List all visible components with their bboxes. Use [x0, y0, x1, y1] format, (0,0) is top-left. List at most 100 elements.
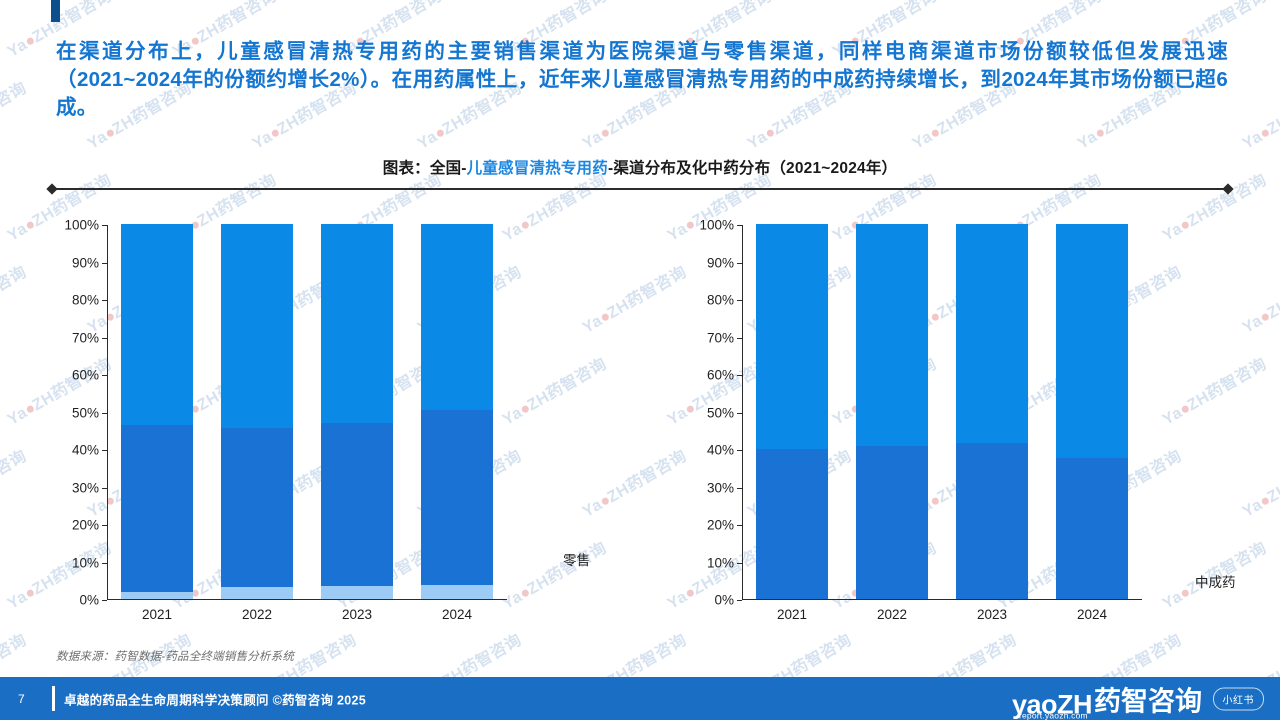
y-axis-tick-label: 20%	[706, 517, 734, 533]
y-axis-tick-label: 90%	[706, 255, 734, 270]
y-axis-tick	[737, 412, 742, 414]
stacked-bar	[221, 223, 293, 599]
y-axis-tick-label: 50%	[71, 405, 99, 420]
y-axis-tick	[737, 337, 742, 339]
chart-title-highlight: 儿童感冒清热专用药	[466, 160, 608, 177]
bar-segment-零售	[421, 223, 493, 411]
bar-segment-医院	[121, 424, 193, 593]
page-number: 7	[18, 691, 25, 706]
x-axis-tick-label: 2021	[141, 607, 173, 622]
brand-logo: yaoZH report.yaozh.com 药智咨询	[1011, 679, 1202, 720]
y-axis-tick-label: 50%	[706, 405, 734, 420]
plot-area-left: 0% 10% 20% 30% 40% 50% 60% 70% 80% 90% 100% 2021 202…	[64, 218, 507, 622]
x-axis-tick-label: 2022	[241, 607, 273, 622]
stacked-bar	[421, 223, 493, 599]
footer-bar: 7 卓越的药品全生命周期科学决策顾问 ©药智咨询 2025 yaoZH repo…	[0, 677, 1280, 720]
bar-segment-中成药	[956, 223, 1028, 444]
y-axis-tick	[102, 525, 107, 527]
y-axis-tick-label: 0%	[714, 592, 734, 608]
stacked-bar	[756, 223, 828, 599]
y-axis-tick	[737, 525, 742, 527]
y-axis-tick	[737, 562, 742, 564]
y-axis-tick	[102, 262, 107, 264]
watermark-text: YaZH药智咨询	[0, 447, 30, 507]
x-axis-tick-label: 2023	[976, 607, 1008, 622]
bar-segment-医院	[221, 427, 293, 588]
series-label-tcm: 中成药	[1195, 575, 1236, 590]
chart-channel-distribution: 0% 10% 20% 30% 40% 50% 60% 70% 80% 90% 100% 2021 202…	[55, 218, 615, 640]
watermark-text: YaZH药智咨询	[0, 79, 30, 139]
x-axis-tick-label: 2022	[876, 607, 908, 622]
bar-segment-化学药	[756, 449, 828, 599]
y-axis-tick-label: 100%	[699, 217, 734, 233]
divider-line	[52, 188, 1228, 190]
y-axis-tick	[102, 337, 107, 339]
y-axis-tick	[102, 300, 107, 302]
bar-segment-电商	[221, 587, 293, 599]
y-axis-tick	[737, 300, 742, 302]
y-axis-tick	[102, 600, 107, 602]
footer-divider	[52, 686, 55, 711]
y-axis-tick	[737, 375, 742, 377]
bar-segment-电商	[421, 585, 493, 599]
bar-segment-医院	[421, 410, 493, 586]
y-axis-tick	[737, 262, 742, 264]
platform-badge: 小红书	[1212, 687, 1264, 710]
y-axis-tick-label: 40%	[71, 442, 99, 458]
bar-segment-零售	[121, 223, 193, 425]
bar-segment-零售	[321, 223, 393, 424]
bar-segment-化学药	[956, 443, 1028, 599]
divider-dot-right	[1222, 183, 1234, 195]
watermark-text: YaZH药智咨询	[0, 263, 30, 323]
y-axis-tick-label: 30%	[71, 480, 99, 495]
y-axis-tick	[737, 487, 742, 489]
chart-drug-type-distribution: 0% 10% 20% 30% 40% 50% 60% 70% 80% 90% 100% 2021 202…	[690, 218, 1250, 640]
bar-segment-化学药	[1056, 457, 1128, 599]
y-axis-tick	[102, 562, 107, 564]
y-axis-tick-label: 60%	[706, 367, 734, 383]
bar-segment-零售	[221, 223, 293, 428]
y-axis-tick-label: 30%	[706, 480, 734, 495]
bar-segment-中成药	[1056, 223, 1128, 458]
bar-segment-电商	[321, 586, 393, 599]
bar-segment-中成药	[756, 223, 828, 450]
logo-latin-text: yaoZH	[1011, 689, 1093, 719]
logo-latin: yaoZH report.yaozh.com	[1011, 689, 1093, 720]
stacked-bar	[956, 223, 1028, 599]
headline-text: 在渠道分布上，儿童感冒清热专用药的主要销售渠道为医院渠道与零售渠道，同样电商渠道…	[56, 40, 1228, 119]
footer-tagline: 卓越的药品全生命周期科学决策顾问 ©药智咨询 2025	[64, 693, 367, 707]
y-axis-tick-label: 20%	[71, 517, 99, 533]
top-accent-mark	[51, 0, 60, 22]
logo-chinese: 药智咨询	[1094, 686, 1202, 716]
y-axis-tick	[102, 487, 107, 489]
plot-area-right: 0% 10% 20% 30% 40% 50% 60% 70% 80% 90% 100% 2021 202…	[699, 218, 1142, 622]
x-axis-tick-label: 2024	[1076, 607, 1108, 622]
y-axis-tick-label: 10%	[71, 555, 99, 570]
y-axis-tick	[737, 225, 742, 227]
y-axis-tick-label: 80%	[71, 292, 99, 308]
y-axis-tick	[102, 412, 107, 414]
y-axis-tick	[737, 450, 742, 452]
bar-segment-化学药	[856, 446, 928, 599]
stacked-bar	[856, 223, 928, 599]
watermark-text: YaZH药智咨询	[1239, 79, 1280, 153]
title-divider	[46, 183, 1234, 195]
x-axis-tick-label: 2021	[776, 607, 808, 622]
chart-title-prefix: 图表：全国-	[382, 160, 467, 177]
y-axis-tick-label: 40%	[706, 442, 734, 458]
y-axis-right	[742, 225, 744, 600]
y-axis-tick	[102, 225, 107, 227]
y-axis-tick	[737, 600, 742, 602]
y-axis-tick-label: 60%	[71, 367, 99, 383]
stacked-bar	[321, 223, 393, 599]
chart-title: 图表：全国-儿童感冒清热专用药-渠道分布及化中药分布（2021~2024年）	[0, 156, 1280, 178]
logo-url: report.yaozh.com	[1018, 710, 1088, 720]
y-axis-tick-label: 0%	[79, 592, 99, 608]
x-axis-tick-label: 2023	[341, 607, 373, 622]
bar-segment-医院	[321, 423, 393, 587]
y-axis-tick-label: 10%	[706, 555, 734, 570]
stacked-bar	[1056, 223, 1128, 599]
chart-title-suffix: -渠道分布及化中药分布（2021~2024年）	[607, 160, 898, 177]
bar-segment-电商	[121, 592, 193, 599]
